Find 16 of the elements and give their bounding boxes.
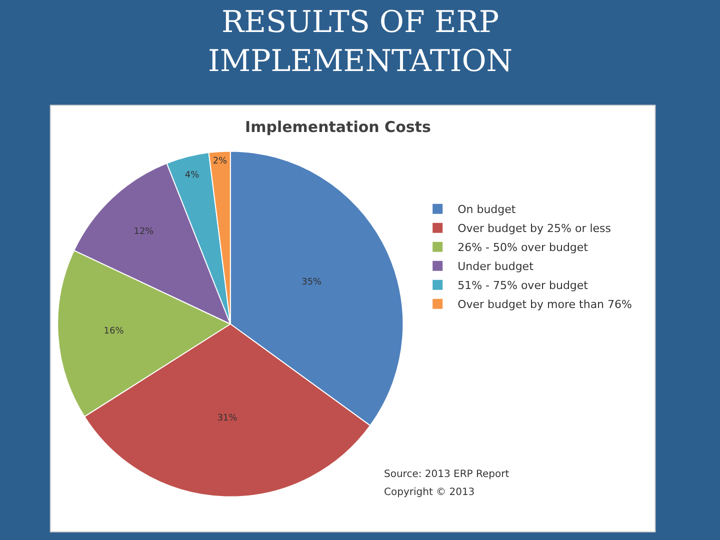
legend-label: Over budget by more than 76% (458, 298, 632, 312)
data-label: 31% (217, 414, 238, 424)
legend-label: On budget (458, 203, 516, 216)
text: Copyright © 2013 (384, 487, 475, 498)
legend-label: Under budget (458, 260, 534, 274)
legend-label: Over budget by 25% or less (458, 222, 612, 236)
legend-label: 51% - 75% over budget (458, 279, 589, 292)
data-label: 12% (134, 226, 154, 237)
chart-subtitle: Implementation Costs (245, 118, 431, 136)
data-label: 4% (184, 170, 200, 180)
source-note: Source: 2013 ERP Report (384, 469, 510, 480)
data-label: 2% (212, 156, 228, 167)
data-label: 16% (104, 326, 124, 336)
data-label: 35% (302, 278, 322, 288)
chart-title: RESULTS OF ERP IMPLEMENTATION (208, 5, 513, 79)
legend-label: 26% - 50% over budget (458, 241, 589, 254)
